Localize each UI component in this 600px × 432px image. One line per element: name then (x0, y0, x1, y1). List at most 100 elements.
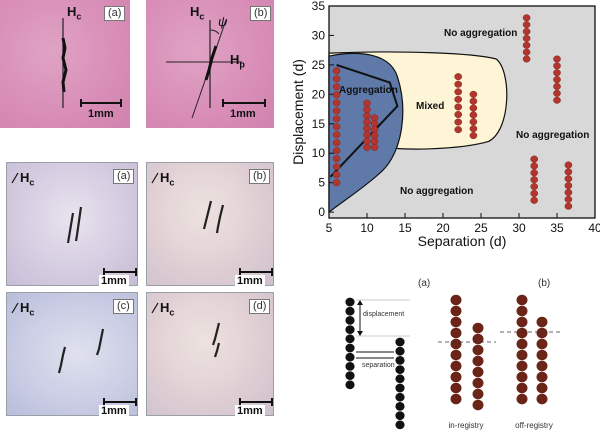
schematic-bead (345, 362, 355, 371)
schematic-bead (345, 371, 355, 380)
bead (553, 76, 561, 84)
micro-photo-a: Hc (a) 1mm (6, 162, 138, 287)
micro-photo-d: Hc (d) 1mm (146, 292, 274, 417)
panel-label: (b) (249, 169, 271, 184)
bead (469, 118, 478, 126)
panel-label: (a) (113, 169, 135, 184)
chain-pair-image (151, 302, 221, 358)
schematic-bead (472, 366, 484, 378)
in-registry-label: in-registry (448, 421, 483, 430)
bead-chain (454, 73, 462, 134)
schematic-bead (450, 371, 462, 383)
schematic-bead (516, 360, 528, 372)
bead (454, 73, 462, 81)
bead (454, 118, 462, 126)
off-registry-label: off-registry (515, 421, 553, 430)
hc-label: Hc (20, 170, 35, 188)
bead (522, 41, 531, 49)
micro-photo-b: Hc (b) 1mm (146, 162, 274, 287)
bead (332, 99, 341, 107)
y-tick-label: 15 (312, 117, 326, 131)
schematic-chain (536, 316, 548, 405)
bead (454, 80, 462, 88)
panel-label: (d) (249, 299, 271, 314)
bead (454, 126, 462, 134)
y-tick-label: 25 (312, 58, 326, 72)
y-tick-label: 0 (318, 205, 325, 219)
schematic-bead (395, 392, 405, 402)
schematic-bead (472, 333, 484, 345)
x-tick-label: 40 (588, 221, 600, 235)
bead (522, 21, 531, 29)
bead (522, 55, 531, 63)
bead (454, 95, 462, 103)
schematic-chain (450, 294, 462, 405)
schematic-bead (516, 305, 528, 317)
photo-top-a: Hc (a) 1mm (0, 0, 130, 128)
bead (530, 189, 538, 197)
chain-image-a (61, 18, 68, 108)
bead (564, 202, 573, 210)
x-tick-label: 25 (474, 221, 488, 235)
schematic-bead (345, 352, 355, 362)
schematic-chain (516, 294, 528, 405)
region-label-mixed: Mixed (416, 101, 444, 112)
region-label-no-aggregation-bottom: No aggregation (400, 186, 473, 197)
schematic-bead (516, 327, 528, 339)
bead (522, 34, 531, 42)
x-tick-label: 5 (326, 221, 333, 235)
psi-angle-label: ψ (218, 14, 228, 29)
bead (363, 118, 371, 126)
schematic-bead (450, 294, 462, 306)
schematic-bead (472, 388, 484, 400)
schematic-bead (516, 393, 528, 405)
hc-label: Hc (160, 170, 175, 188)
schematic-bead (395, 346, 405, 356)
bead (530, 176, 538, 184)
bead (553, 96, 561, 104)
x-tick-label: 30 (512, 221, 526, 235)
bead (332, 107, 341, 115)
bead (370, 132, 379, 140)
bead (370, 137, 379, 145)
bead (530, 162, 538, 170)
hc-label: Hc (190, 4, 205, 22)
schematic-bead (472, 322, 484, 334)
bead (332, 139, 341, 147)
bead (332, 155, 341, 163)
schematic-bead (516, 294, 528, 306)
micro-photo-c: Hc (c) 1mm (6, 292, 138, 417)
schematic-bead (536, 338, 548, 350)
schematic-chain (345, 297, 355, 390)
schematic-bead (345, 334, 355, 344)
bead-chain (363, 99, 371, 151)
schematic-bead (450, 382, 462, 394)
schematic-bead (450, 338, 462, 350)
hc-label: Hc (20, 300, 35, 318)
schematic-bead (450, 316, 462, 328)
bead (530, 196, 538, 204)
schematic-chain (472, 322, 484, 411)
bead (332, 131, 341, 139)
bead (332, 75, 341, 83)
schematic-bead (345, 297, 355, 307)
schematic-bead (345, 343, 355, 353)
schematic-bead (536, 371, 548, 383)
hc-label: Hc (67, 4, 82, 22)
bead (332, 147, 341, 155)
bead (564, 182, 573, 190)
bead (332, 163, 341, 171)
bead-chain (530, 155, 538, 204)
panel-label: (a) (104, 6, 126, 21)
bead (363, 143, 371, 151)
bead (522, 28, 531, 36)
chain-schematic: (a) (b) displacement separation in-regis… (345, 278, 562, 430)
schematic-bead (450, 360, 462, 372)
bead-chain (469, 90, 478, 140)
schematic-bead (395, 374, 405, 384)
bead (370, 126, 379, 134)
panel-label: (b) (250, 6, 272, 21)
schematic-bead (450, 349, 462, 361)
bead (332, 171, 341, 179)
schematic-bead (516, 338, 528, 350)
